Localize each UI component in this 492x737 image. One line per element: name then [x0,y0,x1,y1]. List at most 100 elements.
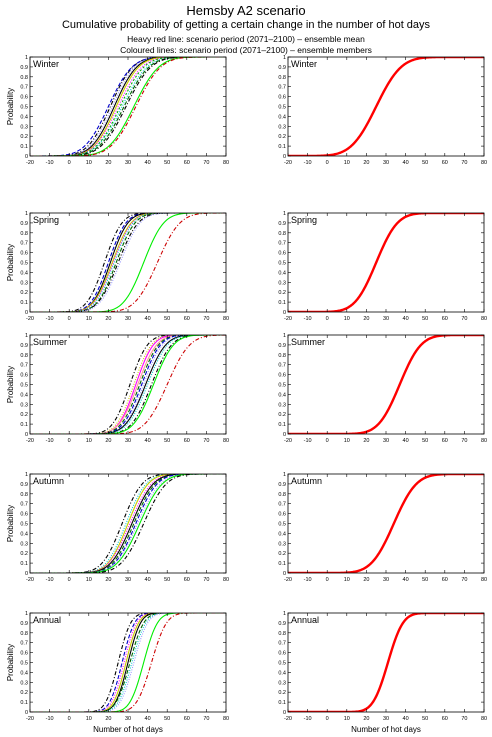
panel-label: Winter [291,59,317,69]
y-tick-label: 1 [25,55,28,61]
x-tick-label: 30 [383,160,389,166]
y-tick-label: 0.5 [278,522,286,528]
cdf-line-9 [30,613,226,712]
x-tick-label: 20 [363,577,369,583]
panel-winter-members: -20 -10 0 10 20 30 40 50 60 70 80 0 0.1 0.2 0.3 0.4 0.5 0… [6,55,229,166]
x-tick-label: 20 [105,160,111,166]
x-tick-label: 30 [125,438,131,444]
cdf-line-3 [30,613,226,712]
x-tick-label: 0 [326,316,329,322]
y-tick-label: 0.4 [278,114,286,120]
cdf-line-1 [288,57,484,156]
y-tick-label: 0.8 [20,231,28,237]
x-tick-label: -10 [46,160,54,166]
x-tick-label: 10 [344,716,350,722]
panel-spring-mean: -20 -10 0 10 20 30 40 50 60 70 80 0 0.1 0.2 0.3 0.4 0.5 0… [278,211,487,322]
y-tick-label: 0.5 [20,105,28,111]
x-tick-label: -20 [284,438,292,444]
y-tick-label: 0.9 [278,343,286,349]
cdf-line-10 [30,335,226,434]
x-tick-label: 60 [184,577,190,583]
x-tick-label: 30 [383,316,389,322]
cdf-line-1 [30,335,226,434]
y-tick-label: 0.6 [278,651,286,657]
y-tick-label: 1 [283,333,286,339]
x-tick-label: -10 [46,438,54,444]
panel-label: Summer [33,337,67,347]
x-tick-label: 40 [145,316,151,322]
x-tick-label: 20 [105,577,111,583]
y-tick-label: 0.1 [278,422,286,428]
panel-label: Autumn [33,476,64,486]
y-tick-label: 0.8 [20,75,28,81]
x-tick-label: 50 [422,316,428,322]
y-tick-label: 0.7 [20,85,28,91]
x-tick-label: 10 [86,577,92,583]
x-tick-label: 60 [442,316,448,322]
series-group [288,57,484,156]
x-tick-label: 40 [145,160,151,166]
y-tick-label: 0.1 [20,144,28,150]
cdf-line-3 [30,474,226,573]
y-tick-label: 0.2 [278,690,286,696]
y-tick-label: 0.9 [20,621,28,627]
y-tick-label: 0.6 [20,512,28,518]
y-tick-label: 0.3 [20,280,28,286]
y-tick-label: 0.1 [278,700,286,706]
series-group [30,213,226,312]
y-tick-label: 0.7 [278,363,286,369]
y-tick-label: 0 [25,310,28,316]
x-tick-label: 0 [68,160,71,166]
x-tick-label: 20 [363,160,369,166]
y-tick-label: 0.5 [20,383,28,389]
y-tick-label: 0.6 [20,651,28,657]
x-tick-label: 60 [184,316,190,322]
cdf-line-1 [288,335,484,434]
axes-frame [287,612,485,713]
axes-frame [287,334,485,435]
cdf-line-7 [30,335,226,434]
figure-title: Hemsby A2 scenario [186,3,306,18]
y-tick-label: 0.3 [20,541,28,547]
x-tick-label: -20 [26,577,34,583]
series-group [288,613,484,712]
y-tick-label: 0 [283,710,286,716]
y-tick-label: 0.1 [278,144,286,150]
y-tick-label: 0.9 [20,221,28,227]
y-axis-label: Probability [6,644,15,681]
x-tick-label: 70 [203,438,209,444]
y-tick-label: 1 [283,211,286,217]
y-tick-label: 0 [283,571,286,577]
y-tick-label: 0.3 [278,680,286,686]
y-tick-label: 0.7 [20,363,28,369]
y-tick-label: 0.3 [278,402,286,408]
x-tick-label: 80 [481,438,487,444]
x-tick-label: 40 [403,316,409,322]
y-tick-label: 0.1 [278,561,286,567]
x-tick-label: 80 [481,160,487,166]
y-tick-label: 0.3 [20,680,28,686]
y-tick-label: 0.5 [20,261,28,267]
cdf-line-3 [30,335,226,434]
y-tick-label: 0.1 [20,700,28,706]
x-tick-label: 80 [223,716,229,722]
x-tick-label: 70 [461,716,467,722]
x-tick-label: 50 [422,577,428,583]
x-tick-label: 0 [68,716,71,722]
x-tick-label: 20 [363,438,369,444]
y-tick-label: 0.6 [278,373,286,379]
x-tick-label: 80 [223,438,229,444]
y-tick-label: 0.7 [278,502,286,508]
y-tick-label: 0.9 [278,621,286,627]
legend-note-members: Coloured lines: scenario period (2071–21… [120,45,372,55]
x-tick-label: 70 [461,438,467,444]
y-tick-label: 0.6 [278,95,286,101]
y-tick-label: 0.5 [278,261,286,267]
x-tick-label: 30 [125,160,131,166]
y-tick-label: 0.2 [278,551,286,557]
cdf-line-1 [30,57,226,156]
x-tick-label: -10 [46,577,54,583]
y-tick-label: 0.3 [278,541,286,547]
cdf-line-4 [30,335,226,434]
y-tick-label: 0.5 [20,522,28,528]
